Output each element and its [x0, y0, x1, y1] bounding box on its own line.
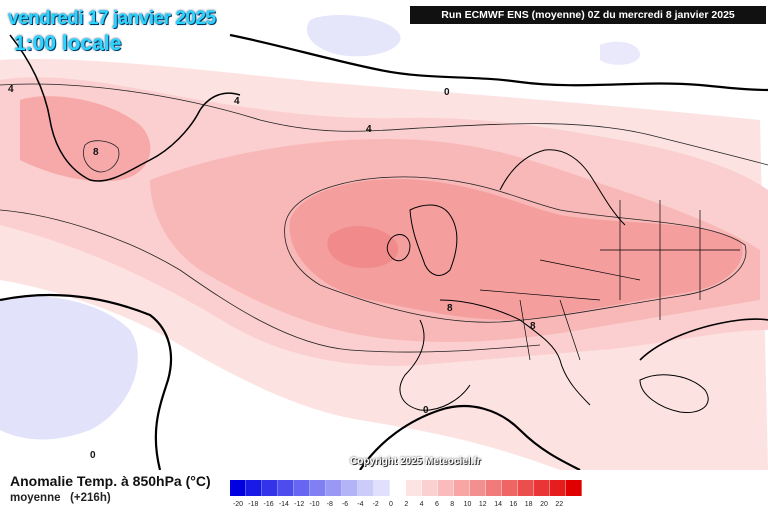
- contour-lines: [0, 83, 768, 353]
- variable-subtitle: moyenne (+216h): [10, 492, 111, 504]
- mean-label: moyenne: [10, 492, 61, 504]
- color-scale-swatch: [454, 480, 470, 496]
- contour-label: 4: [234, 96, 240, 107]
- color-scale-swatch: [422, 480, 438, 496]
- color-scale-swatch: [358, 480, 374, 496]
- forecast-date: vendredi 17 janvier 2025: [8, 8, 216, 29]
- color-scale-tick-label: 8: [450, 501, 455, 508]
- color-scale-swatch: [246, 480, 262, 496]
- color-scale-swatch: [406, 480, 422, 496]
- color-scale-tick-label: -6: [341, 501, 349, 508]
- color-scale-tick-label: -8: [326, 501, 333, 508]
- cold-anomaly-west: [0, 296, 138, 440]
- contour-label: 8: [530, 321, 536, 332]
- weather-map: 4 0 4 8 4 8 8 0 0: [0, 15, 768, 470]
- color-scale-tick-label: 22: [555, 501, 564, 508]
- color-scale-tick-label: -16: [263, 501, 274, 508]
- anomaly-core: [289, 179, 743, 320]
- color-scale-swatch: [262, 480, 278, 496]
- color-scale-swatch: [230, 480, 246, 496]
- color-scale-tick-label: 0: [389, 501, 393, 508]
- contour-label: 4: [366, 124, 372, 135]
- color-scale-swatch: [326, 480, 342, 496]
- color-scale-ticks: -20 -18 -16 -14 -12 -10 -8 -6 -4 -2 0 2 4 6 8 10 12 14 16 1…: [230, 501, 566, 511]
- color-scale-swatch: [534, 480, 550, 496]
- color-scale-tick-label: 10: [463, 501, 472, 508]
- color-scale-swatch: [486, 480, 502, 496]
- color-scale-tick-label: 4: [419, 501, 424, 508]
- color-scale-swatch: [342, 480, 358, 496]
- contour-label: 0: [423, 405, 429, 416]
- color-scale-tick-label: 18: [524, 501, 533, 508]
- cold-anomaly-north: [306, 15, 401, 57]
- color-scale-tick-label: 2: [404, 501, 409, 508]
- coastlines: [0, 33, 768, 470]
- contour-label: 4: [8, 84, 14, 95]
- cold-anomaly-east: [600, 41, 640, 65]
- color-scale-swatch: [278, 480, 294, 496]
- color-scale-swatch: [502, 480, 518, 496]
- color-scale-swatch: [470, 480, 486, 496]
- color-scale-tick-label: 16: [509, 501, 518, 508]
- color-scale-swatch: [550, 480, 566, 496]
- color-scale-swatch: [294, 480, 310, 496]
- color-scale-tick-label: -4: [357, 501, 364, 508]
- color-scale-tick-label: 20: [540, 501, 548, 508]
- color-scale: [230, 480, 582, 496]
- color-scale-tick-label: 6: [434, 501, 439, 508]
- forecast-time: 1:00 locale: [14, 32, 122, 55]
- color-scale-swatch: [374, 480, 390, 496]
- run-info-banner: Run ECMWF ENS (moyenne) 0Z du mercredi 8…: [410, 6, 766, 24]
- color-scale-tick-label: -18: [248, 501, 259, 508]
- lead-time-label: (+216h): [70, 492, 111, 504]
- color-scale-tick-label: -2: [372, 501, 379, 508]
- color-scale-swatch: [390, 480, 406, 496]
- variable-title: Anomalie Temp. à 850hPa (°C): [10, 473, 211, 489]
- color-scale-swatch: [310, 480, 326, 496]
- color-scale-tick-label: -14: [278, 501, 289, 508]
- color-scale-tick-label: 12: [478, 501, 487, 508]
- color-scale-swatch: [438, 480, 454, 496]
- map-footer: Anomalie Temp. à 850hPa (°C) moyenne (+2…: [0, 470, 768, 512]
- color-scale-swatch: [566, 480, 582, 496]
- color-scale-swatch: [518, 480, 534, 496]
- anomaly-hotspot: [327, 225, 399, 268]
- color-scale-tick-label: -10: [309, 501, 320, 508]
- contour-label: 0: [90, 450, 96, 461]
- color-scale-tick-label: 14: [494, 501, 502, 508]
- contour-label: 0: [444, 87, 450, 98]
- color-scale-tick-label: -20: [232, 501, 244, 508]
- color-scale-tick-label: -12: [294, 501, 305, 508]
- copyright-notice: Copyright 2025 Meteociel.fr: [350, 456, 481, 467]
- contour-label: 8: [447, 303, 453, 314]
- contour-label: 8: [93, 147, 99, 158]
